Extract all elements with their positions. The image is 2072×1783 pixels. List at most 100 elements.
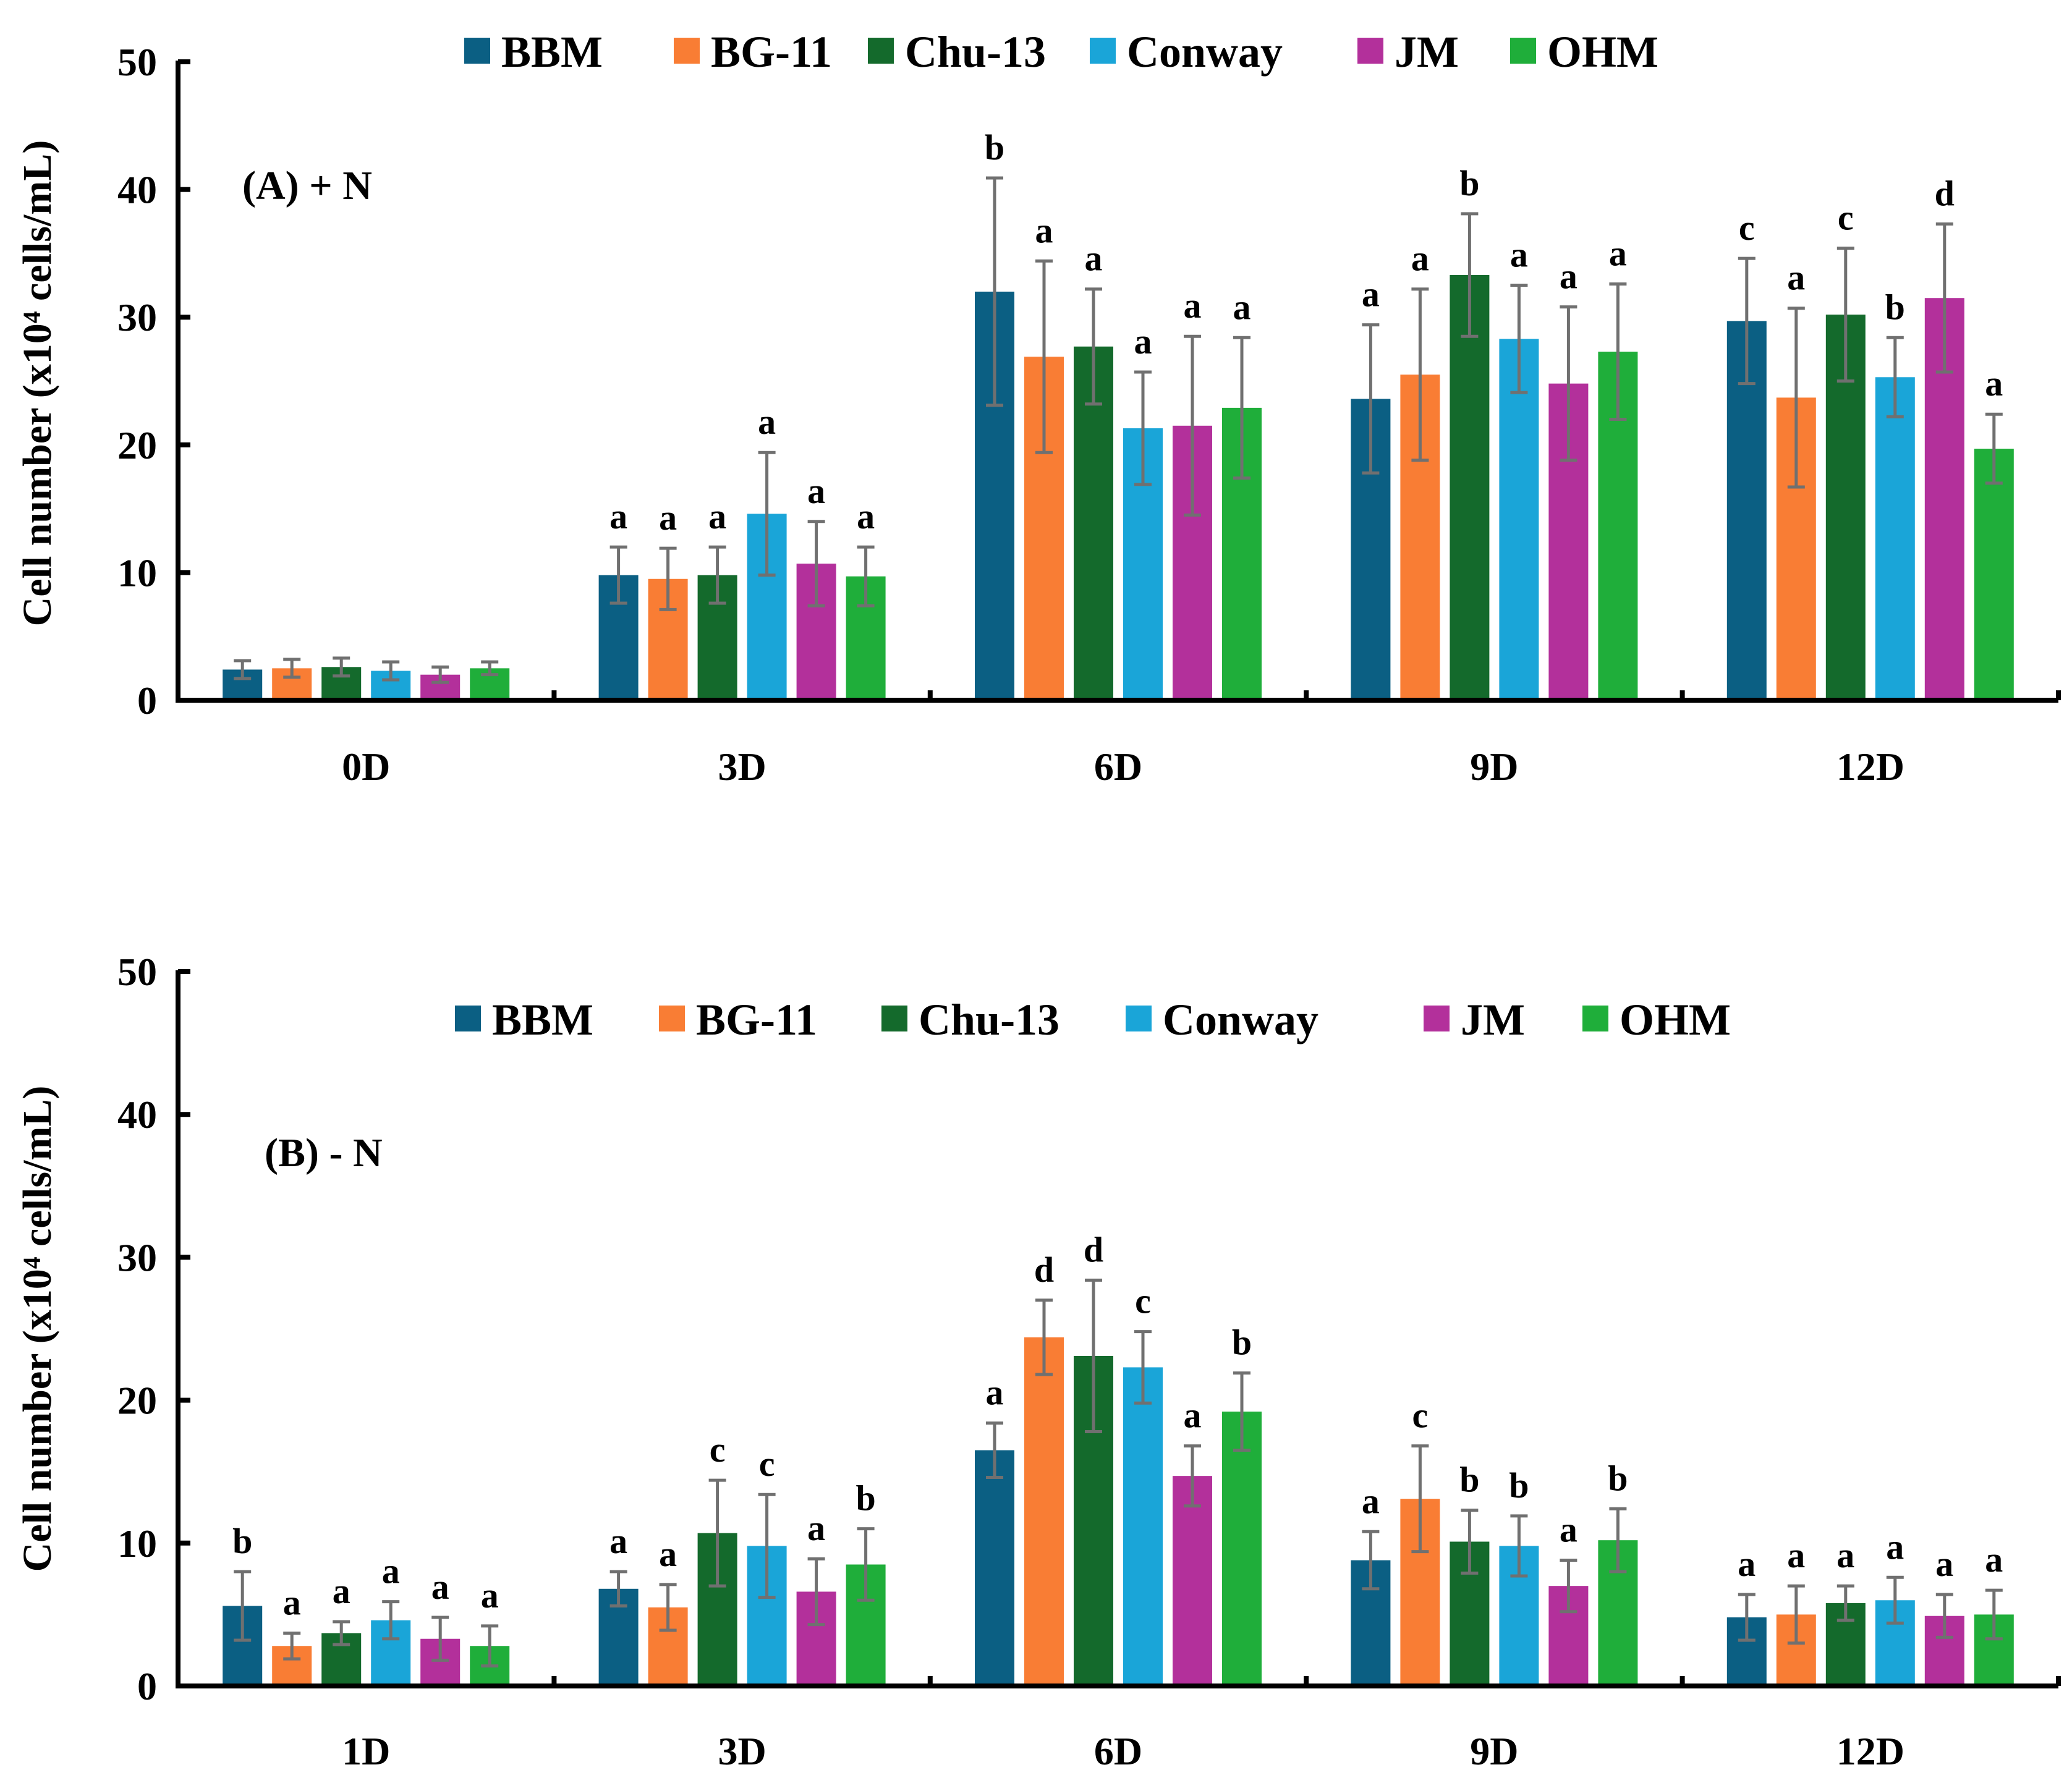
significance-label: a [1787, 1535, 1805, 1575]
significance-label: a [659, 1534, 677, 1574]
significance-label: a [1134, 321, 1152, 362]
significance-label: b [1608, 1458, 1628, 1498]
significance-label: a [1609, 233, 1627, 273]
y-tick-label: 10 [117, 551, 157, 595]
significance-label: a [333, 1571, 350, 1611]
significance-label: c [1838, 198, 1854, 238]
significance-label: c [710, 1429, 726, 1470]
legend-item-conway: Conway [1126, 995, 1318, 1044]
legend-item-jm: JM [1424, 995, 1525, 1044]
significance-label: a [609, 1521, 627, 1561]
significance-label: b [985, 127, 1004, 167]
x-tick-label-12d: 12D [1836, 745, 1904, 789]
legend-swatch [674, 38, 700, 64]
x-tick-label-6d: 6D [1094, 745, 1142, 789]
significance-label: a [659, 498, 677, 538]
y-axis-title: Cell number (x10⁴ cells/mL) [15, 1086, 60, 1572]
significance-label: a [1935, 1544, 1953, 1584]
y-tick-label: 30 [117, 1235, 157, 1279]
legend-label: JM [1395, 27, 1459, 77]
significance-label: a [1836, 1535, 1854, 1575]
y-tick-label: 20 [117, 1379, 157, 1423]
significance-label: d [1935, 173, 1955, 213]
y-tick-label: 40 [117, 168, 157, 212]
legend-label: Conway [1127, 27, 1283, 77]
bar-chu-13-9d [1450, 275, 1490, 701]
bar-conway-9d [1499, 339, 1539, 700]
y-tick-label: 50 [117, 40, 157, 84]
significance-label: c [1739, 208, 1755, 248]
legend-label: BG-11 [696, 995, 817, 1044]
significance-label: c [1135, 1281, 1151, 1321]
significance-label: b [856, 1478, 875, 1518]
significance-label: b [1459, 1460, 1479, 1500]
significance-label: a [431, 1567, 449, 1607]
significance-label: a [1184, 286, 1202, 326]
y-tick-label: 50 [117, 950, 157, 994]
legend-swatch [868, 38, 894, 64]
significance-label: c [1412, 1395, 1429, 1436]
y-tick-label: 10 [117, 1522, 157, 1565]
legend-label: BBM [501, 27, 603, 77]
legend-label: Chu-13 [919, 995, 1059, 1044]
legend: BBM BG-11 Chu-13 Conway JM OHM [455, 995, 1731, 1044]
significance-label: a [1184, 1395, 1202, 1436]
significance-label: a [481, 1575, 499, 1616]
legend-label: BBM [492, 995, 593, 1044]
significance-label: a [1886, 1527, 1904, 1567]
bar-bbm-6d [975, 1450, 1014, 1686]
significance-label: a [283, 1582, 301, 1622]
x-tick-label-9d: 9D [1470, 745, 1518, 789]
significance-label: a [1738, 1544, 1756, 1584]
y-tick-label: 0 [137, 679, 157, 722]
legend-item-bbm: BBM [464, 27, 603, 77]
significance-label: b [1459, 163, 1479, 203]
x-tick-label-0d: 0D [342, 745, 390, 789]
significance-label: a [986, 1373, 1004, 1413]
legend-swatch [1582, 1006, 1608, 1031]
legend-swatch [464, 38, 490, 64]
chart-panel-b: b aaaaaadcaacdbaaccbaaaaaaabbba0102030405… [15, 950, 2061, 1773]
significance-label: a [1560, 1510, 1577, 1550]
significance-label: a [1560, 256, 1577, 297]
x-tick-label-12d: 12D [1836, 1729, 1904, 1773]
legend-item-bg-11: BG-11 [674, 27, 832, 77]
legend-swatch [1090, 38, 1116, 64]
significance-label: a [1787, 258, 1805, 298]
legend-swatch [659, 1006, 685, 1031]
legend-item-ohm: OHM [1510, 27, 1658, 77]
significance-label: b [1232, 1323, 1252, 1363]
legend-swatch [1126, 1006, 1152, 1031]
significance-label: a [708, 496, 726, 536]
y-tick-label: 30 [117, 295, 157, 339]
legend-swatch [1357, 38, 1383, 64]
legend-item-chu-13: Chu-13 [868, 27, 1046, 77]
significance-label: a [609, 496, 627, 536]
significance-label: a [807, 1508, 825, 1548]
legend-item-bbm: BBM [455, 995, 593, 1044]
significance-label: a [1233, 287, 1251, 327]
x-tick-label-6d: 6D [1094, 1729, 1142, 1773]
y-tick-label: 20 [117, 423, 157, 467]
x-tick-label-3d: 3D [718, 1729, 766, 1773]
legend-swatch [455, 1006, 481, 1031]
significance-label: a [1035, 210, 1053, 250]
bar-bg-11-6d [1024, 1337, 1064, 1686]
y-tick-label: 40 [117, 1093, 157, 1137]
legend-item-conway: Conway [1090, 27, 1283, 77]
legend-item-chu-13: Chu-13 [881, 995, 1059, 1044]
bar-ohm-6d [1222, 1412, 1262, 1686]
legend-swatch [881, 1006, 907, 1031]
bar-conway-6d [1123, 1367, 1163, 1686]
legend-item-jm: JM [1357, 27, 1459, 77]
legend-label: JM [1461, 995, 1525, 1044]
legend-label: BG-11 [711, 27, 832, 77]
significance-label: a [1985, 363, 2003, 404]
significance-label: a [1362, 274, 1380, 315]
bar-ohm-12d [1974, 448, 2014, 700]
legend-swatch [1510, 38, 1536, 64]
legend-label: OHM [1547, 27, 1658, 77]
significance-label: a [1411, 239, 1429, 279]
